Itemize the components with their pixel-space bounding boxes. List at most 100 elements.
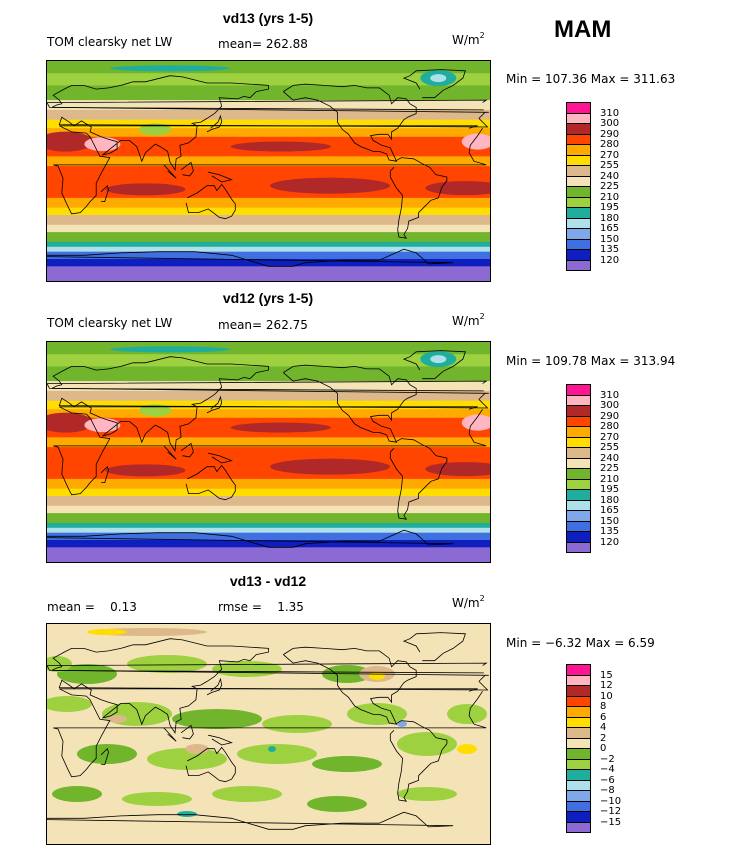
warm-pocket [84,418,121,433]
negative-anomaly [237,744,317,764]
coastline [51,75,489,171]
panel-1-mean-label: mean= [218,37,263,51]
colorbar-swatch [566,415,591,427]
colorbar-swatch [566,478,591,490]
negative-anomaly [212,661,282,677]
colorbar-swatch [566,186,591,198]
panel-3-map-svg [47,624,490,844]
warm-pocket [461,133,490,150]
panel-2-minmax: Min = 109.78 Max = 313.94 [506,354,676,368]
zonal-band [47,232,490,243]
colorbar-swatch [566,727,591,739]
zonal-band [47,540,490,548]
coastline [51,356,489,452]
colorbar-tick-label: 165 [600,223,620,234]
negative-anomaly [447,704,487,724]
colorbar-tick-label: 2 [600,732,607,744]
tibet-cold [139,404,172,417]
colorbar-swatch [566,384,591,396]
strong-negative-anomaly [177,811,197,817]
warm-pocket [47,412,94,433]
panel-2-mean-value: 262.75 [265,318,308,332]
coastline [180,724,194,740]
zonal-band [47,175,490,184]
warm-pocket [84,137,121,152]
zonal-band [47,156,490,167]
colorbar-swatch [566,779,591,791]
zonal-band [47,259,490,267]
colorbar-tick-label: −8 [600,785,615,796]
colorbar-swatch [566,217,591,229]
colorbar-swatch [566,685,591,697]
colorbar-swatch [566,769,591,781]
colorbar-tick-label: 300 [600,118,620,129]
colorbar-swatch [566,175,591,187]
subtropical-max [230,422,331,433]
coastline [47,811,454,830]
zonal-band [47,215,490,226]
colorbar-swatch [566,531,591,543]
colorbar-swatch [566,748,591,760]
colorbar-swatch [566,457,591,469]
colorbar-tick-label: 150 [600,515,620,527]
panel-2-colorbar: 120 135 150 165 180 195 210 225 240 255 270 280 290 3… [566,384,656,559]
coastline [206,677,223,696]
colorbar-swatch [566,541,591,553]
panel-3-units: W/m2 [452,594,485,610]
colorbar-tick-label: 135 [600,526,620,537]
panel-1-mean-value: 262.88 [265,37,308,51]
positive-anomaly [369,672,385,680]
panel-2-map [46,341,491,563]
colorbar-tick-label: 165 [600,505,620,516]
subtropical-max [270,177,391,194]
colorbar-swatch [566,165,591,177]
negative-anomaly [52,786,102,802]
colorbar-tick-label: 135 [600,244,620,255]
antarctic-interior [60,548,181,561]
coastline [206,114,223,133]
negative-anomaly [397,787,457,801]
tibet-cold [139,123,172,136]
colorbar-swatch [566,123,591,135]
panel-3-mean-label: mean = [47,600,95,614]
colorbar-tick-label: −6 [600,774,615,786]
zonal-band [47,522,490,529]
colorbar-tick-label: 270 [600,149,620,161]
negative-anomaly [77,744,137,764]
coastline [389,720,448,802]
zonal-band [47,246,490,253]
coastline [53,406,487,496]
coastline [180,442,194,458]
colorbar-tick-label: 12 [600,680,613,691]
arctic-cold [430,74,447,83]
subtropical-max [105,464,186,477]
coastline [180,161,194,177]
panel-3-map [46,623,491,845]
zonal-band [47,166,490,177]
panel-2-mean-label: mean= [218,318,263,332]
colorbar-tick-label: 180 [600,212,620,224]
coastline [208,171,233,183]
coastline [51,638,489,734]
positive-anomaly [457,744,477,754]
colorbar-swatch [566,821,591,833]
coastline [402,69,466,99]
panel-1-variable-label: TOM clearsky net LW [47,35,173,49]
panel-3-mean-value: 0.13 [110,600,137,614]
coastline [208,452,233,464]
colorbar-tick-label: 10 [600,690,613,702]
subtropical-max [425,462,490,477]
colorbar-swatch [566,112,591,124]
positive-anomaly [185,744,209,754]
colorbar-swatch [566,790,591,802]
colorbar-tick-label: 255 [600,160,620,171]
panel-3-rmse: rmse = 1.35 [218,600,304,614]
zonal-band [47,456,490,465]
colorbar-tick-label: 210 [600,191,620,203]
coastline [47,380,488,392]
colorbar-swatch [566,447,591,459]
negative-anomaly [262,715,332,733]
negative-anomaly [172,709,262,729]
colorbar-tick-label: 4 [600,722,607,733]
colorbar-tick-label: 6 [600,711,607,723]
